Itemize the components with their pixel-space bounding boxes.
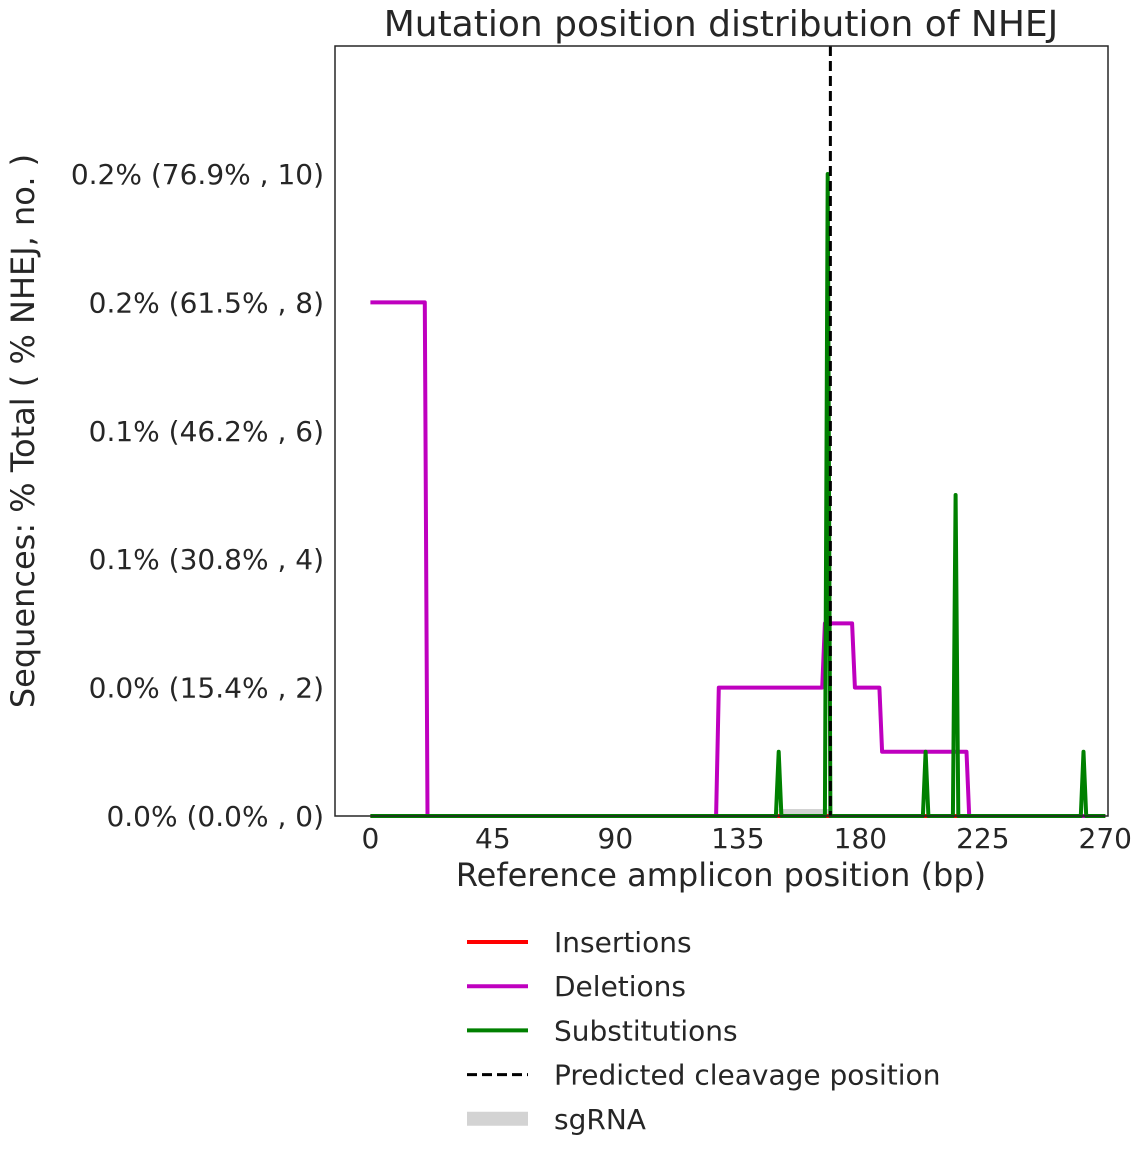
y-tick-label: 0.0% (0.0% , 0) bbox=[106, 800, 324, 833]
x-tick-label: 90 bbox=[598, 822, 634, 855]
x-axis-ticks: 0 45 90 135 180 225 270 bbox=[361, 822, 1132, 855]
legend: Insertions Deletions Substitutions Predicte… bbox=[467, 926, 940, 1136]
plot-frame bbox=[334, 45, 1109, 817]
x-tick-label: 45 bbox=[475, 822, 511, 855]
legend-label-deletions: Deletions bbox=[554, 970, 686, 1003]
series-line-substitutions bbox=[370, 172, 1106, 818]
legend-label-sgrna: sgRNA bbox=[554, 1103, 646, 1136]
series-layer bbox=[370, 172, 1106, 818]
y-tick-label: 0.2% (76.9% , 10) bbox=[71, 158, 324, 191]
sgrna-bar bbox=[778, 809, 831, 816]
y-tick-label: 0.0% (15.4% , 2) bbox=[89, 672, 324, 705]
y-tick-label: 0.1% (30.8% , 4) bbox=[89, 543, 324, 576]
x-axis-label: Reference amplicon position (bp) bbox=[456, 856, 986, 894]
x-tick-label: 0 bbox=[361, 822, 379, 855]
legend-label-insertions: Insertions bbox=[554, 926, 692, 959]
x-tick-label: 270 bbox=[1079, 822, 1132, 855]
series-line-deletions bbox=[370, 300, 1106, 818]
y-tick-label: 0.2% (61.5% , 8) bbox=[89, 286, 324, 319]
y-axis-label: Sequences: % Total ( % NHEJ, no. ) bbox=[4, 154, 42, 708]
sgrna-layer bbox=[778, 809, 831, 816]
x-tick-label: 225 bbox=[956, 822, 1009, 855]
legend-label-substitutions: Substitutions bbox=[554, 1014, 738, 1047]
legend-label-predicted-cleavage-position: Predicted cleavage position bbox=[554, 1059, 940, 1092]
y-tick-label: 0.1% (46.2% , 6) bbox=[89, 415, 324, 448]
x-tick-label: 180 bbox=[834, 822, 887, 855]
chart-title: Mutation position distribution of NHEJ bbox=[384, 4, 1059, 45]
x-tick-label: 135 bbox=[711, 822, 764, 855]
y-axis-ticks: 0.0% (0.0% , 0) 0.0% (15.4% , 2) 0.1% (30.… bbox=[71, 158, 324, 833]
